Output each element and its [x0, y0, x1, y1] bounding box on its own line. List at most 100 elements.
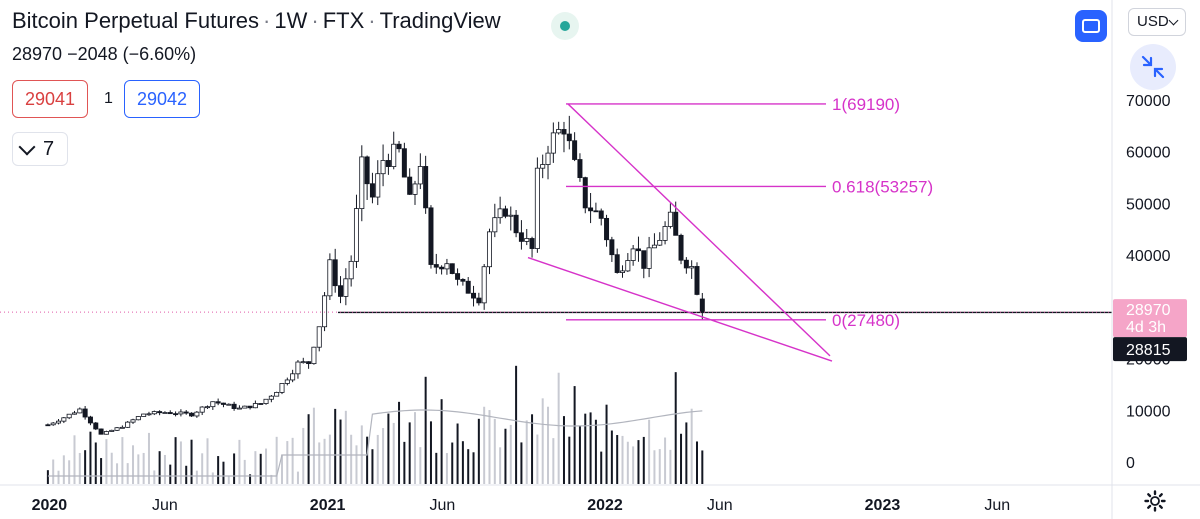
- volume-bar: [621, 435, 624, 484]
- volume-bar: [238, 439, 241, 484]
- volume-bar: [169, 464, 172, 484]
- candle-body: [306, 361, 312, 365]
- x-tick-label: 2023: [865, 497, 901, 514]
- candle-body: [577, 159, 583, 179]
- candle-body: [699, 298, 705, 313]
- volume-bar: [222, 461, 225, 484]
- y-tick-label: 0: [1126, 455, 1135, 472]
- price-change: −2048 (−6.60%): [67, 44, 197, 64]
- candle-body: [465, 280, 471, 294]
- volume-bar: [488, 410, 491, 484]
- candle-body: [396, 143, 402, 150]
- volume-bar: [456, 423, 459, 484]
- currency-select[interactable]: USD: [1128, 8, 1186, 36]
- indicators-count: 7: [43, 138, 55, 160]
- volume-bar: [610, 430, 613, 484]
- settings-gear-icon[interactable]: [1144, 490, 1166, 512]
- candle-body: [173, 413, 179, 416]
- candle-body: [662, 226, 668, 241]
- candle-body: [327, 259, 333, 297]
- volume-bar: [371, 449, 374, 484]
- volume-bar: [467, 449, 470, 484]
- candle-body: [322, 295, 328, 328]
- volume-bar: [323, 438, 326, 484]
- candle-body: [593, 210, 599, 213]
- candle-body: [433, 264, 439, 268]
- candle-body: [130, 419, 136, 423]
- candle-body: [492, 217, 498, 233]
- candle-body: [524, 238, 530, 242]
- volume-bar: [520, 442, 523, 484]
- candle-body: [290, 373, 296, 381]
- volume-bar: [121, 437, 124, 484]
- volume-bar: [541, 398, 544, 484]
- market-status-icon[interactable]: [551, 12, 579, 40]
- candle-body: [455, 273, 461, 280]
- volume-bar: [392, 422, 395, 484]
- candle-body: [93, 422, 99, 430]
- candle-body: [71, 412, 77, 415]
- candle-body: [205, 406, 211, 409]
- volume-bar: [376, 434, 379, 484]
- candle-body: [258, 403, 264, 405]
- candle-body: [556, 129, 562, 134]
- candle-body: [295, 361, 301, 375]
- volume-bar: [185, 465, 188, 484]
- x-tick-label: Jun: [984, 497, 1010, 514]
- candle-body: [252, 403, 258, 409]
- candle-body: [231, 403, 237, 409]
- volume-bar: [525, 420, 528, 484]
- candle-body: [534, 167, 540, 249]
- x-tick-label: 2020: [32, 497, 68, 514]
- candle-body: [226, 403, 232, 406]
- exchange-label: FTX: [322, 8, 365, 33]
- candle-body: [348, 260, 354, 280]
- volume-bar: [461, 441, 464, 484]
- volume-bar: [179, 441, 182, 484]
- candle-body: [444, 263, 450, 270]
- volume-bar: [509, 424, 512, 484]
- candle-body: [620, 270, 626, 273]
- candle-body: [604, 217, 610, 241]
- volume-bar: [84, 450, 87, 484]
- candle-body: [651, 244, 657, 249]
- fullscreen-icon[interactable]: [1075, 10, 1107, 42]
- volume-bar: [398, 401, 401, 484]
- indicators-toggle-button[interactable]: 7: [12, 132, 68, 166]
- volume-bar: [286, 441, 289, 484]
- wedge-lower-line: [527, 256, 833, 362]
- ma-price-label: 28815: [1126, 342, 1171, 359]
- interval-label[interactable]: 1W: [274, 8, 308, 33]
- volume-bar: [350, 434, 353, 484]
- ma-price-badge: [1113, 337, 1187, 362]
- volume-bar: [94, 442, 97, 484]
- volume-bar: [174, 437, 177, 484]
- chevron-down-icon: [18, 138, 36, 156]
- volume-bar: [557, 372, 560, 484]
- volume-bar: [424, 376, 427, 484]
- volume-bar: [414, 412, 417, 484]
- candle-body: [162, 412, 168, 414]
- volume-bar: [483, 406, 486, 484]
- volume-bar: [249, 474, 252, 484]
- x-tick-label: 2021: [310, 497, 346, 514]
- candle-body: [412, 183, 418, 195]
- candle-body: [646, 247, 652, 269]
- candle-body: [284, 379, 290, 384]
- volume-bar: [382, 428, 385, 484]
- buy-button[interactable]: 29042: [124, 80, 201, 118]
- candle-body: [630, 248, 636, 261]
- candle-body: [66, 413, 72, 419]
- volume-bar: [605, 404, 608, 484]
- sell-button[interactable]: 29041: [12, 80, 89, 118]
- candle-body: [194, 411, 200, 417]
- symbol-name[interactable]: Bitcoin Perpetual Futures: [12, 8, 260, 33]
- y-tick-label: 10000: [1126, 403, 1171, 420]
- candle-body: [540, 164, 546, 169]
- shrink-icon[interactable]: [1130, 44, 1176, 90]
- candle-body: [689, 266, 695, 269]
- candle-body: [518, 232, 524, 242]
- volume-bar: [584, 413, 587, 484]
- candle-body: [502, 208, 508, 217]
